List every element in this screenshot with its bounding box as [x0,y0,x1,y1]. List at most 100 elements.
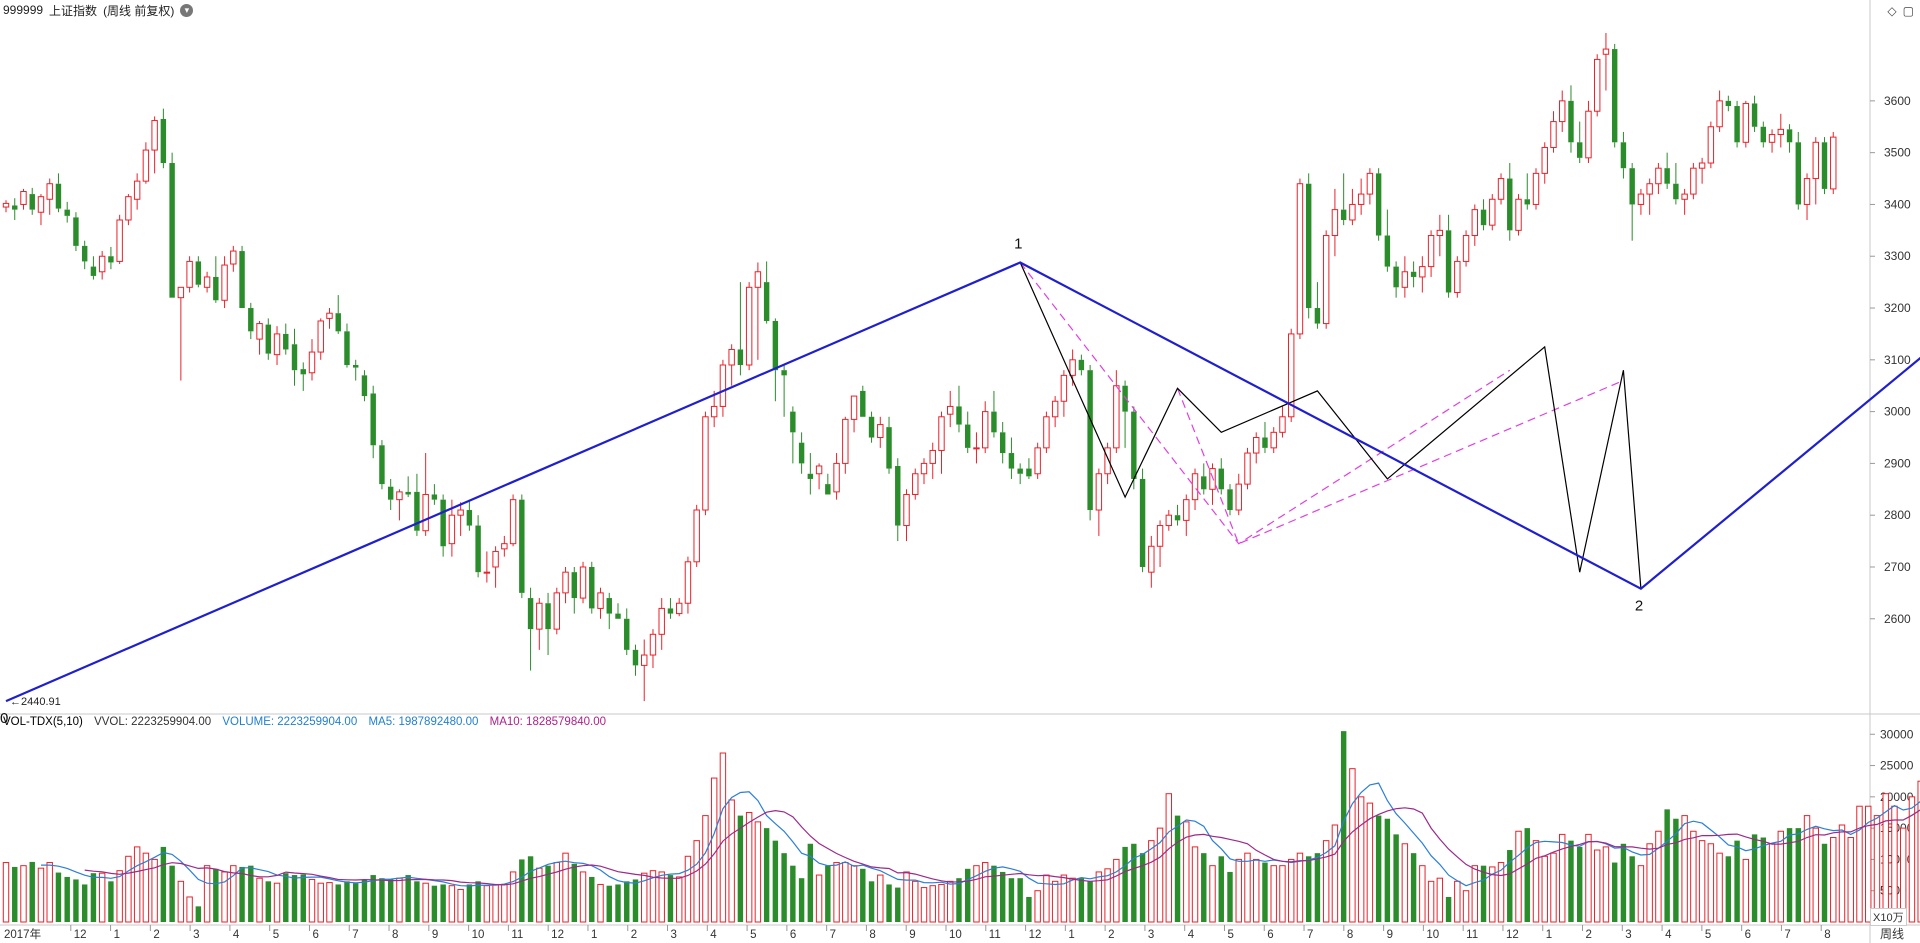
price-tick-label: 3600 [1884,94,1911,108]
candle-body [615,613,621,619]
volume-bar [772,840,779,922]
diamond-icon[interactable]: ◇ [1887,4,1897,18]
volume-bar [125,855,132,923]
candle [624,608,630,656]
candle-body [1489,198,1496,226]
candle-body [1445,230,1452,293]
candle [772,318,779,402]
candle [790,406,796,464]
volume-bar [1165,793,1173,923]
candle [361,370,368,402]
candle-body [509,499,517,545]
volume-bar [1201,853,1207,922]
volume-bar [868,881,875,922]
volume-bar [1471,865,1479,923]
volume-bar [1322,840,1330,923]
candle [273,326,281,365]
volume-bar [133,846,141,923]
candle-body [597,592,604,609]
volume-bar [221,871,228,923]
candle-body [448,514,456,545]
time-tick-label: 5 [1227,929,1233,941]
candle-body [815,465,823,475]
candle-body [248,308,254,332]
candle [597,587,604,619]
volume-bar [1270,865,1277,923]
candle [1742,100,1750,148]
candle [981,401,989,454]
candle-body [160,118,167,164]
candle [291,328,298,386]
vvol-value: VVOL: 2223259904.00 [94,716,212,728]
candle [1148,535,1155,588]
volume-bar [1795,828,1801,922]
ma10-value: MA10: 1828579840.00 [489,716,607,728]
volume-ma5-line [41,782,1920,887]
volume-bar [1191,846,1199,923]
candle [606,592,612,630]
time-tick-label: 5 [750,929,756,941]
candle-body [405,491,411,495]
volume-bar [169,865,175,922]
candle-body [2,202,10,208]
candle-body [370,393,376,446]
price-tick-label: 2600 [1884,612,1911,626]
window-icon[interactable]: ▢ [1902,4,1914,18]
dashed-wave-line [1176,379,1624,545]
candle-body [308,351,316,374]
volume-bar [649,870,657,923]
candle [55,173,62,213]
volume-indicator-name[interactable]: VOL-TDX(5,10) [3,716,83,728]
candle [492,546,499,588]
candle-body [658,607,665,635]
candle-body [684,561,692,604]
candle [1777,113,1785,148]
candle [868,411,875,443]
candle [684,556,692,614]
candle-body [213,276,219,301]
candle [151,116,158,174]
candle-body [1156,525,1164,547]
candle [1812,137,1819,205]
volume-bar [947,880,954,923]
time-tick-label: 7 [1307,929,1313,941]
volume-bar [344,881,350,922]
volume-bar [160,846,167,922]
candle [632,644,639,676]
volume-bar [1148,840,1155,923]
time-tick-label: 11 [989,929,1001,941]
candle [300,362,306,391]
candle-body [693,509,700,563]
candle-body [291,344,298,371]
candle-body [920,462,928,475]
time-tick-label: 1 [114,929,120,941]
volume-tick-label: 25000 [1880,759,1914,773]
candle [116,214,123,265]
price-tick-label: 3200 [1884,301,1911,315]
candle-body [501,543,508,550]
candle [396,489,403,521]
candle-body [991,411,997,433]
volume-bar [1410,853,1417,922]
candle [1078,354,1085,376]
candle-body [1734,106,1740,143]
candle [1577,121,1583,164]
candle [571,566,577,614]
chevron-down-icon[interactable]: ▾ [180,3,194,17]
volume-bar [1655,830,1662,923]
candle-body [1795,142,1801,205]
candle-body [431,494,438,500]
volume-bar [1069,877,1076,923]
period-tab[interactable]: 周线 [1880,927,1905,941]
security-code: 999999 [3,3,44,17]
candle [1253,432,1260,464]
candle [177,286,185,381]
candle-body [798,442,805,464]
volume-bar [920,887,928,923]
candle [1393,261,1399,298]
time-tick-label: 10 [1426,929,1439,941]
volume-bar [1296,852,1304,923]
candle [1646,178,1653,215]
time-tick-label: 8 [869,929,875,941]
